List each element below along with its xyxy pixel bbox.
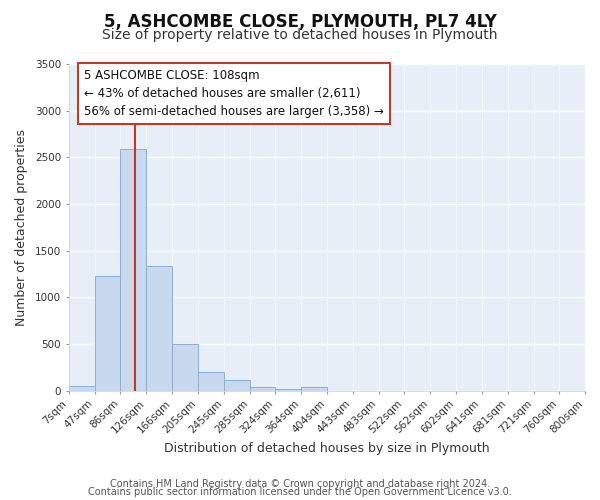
- Text: Contains HM Land Registry data © Crown copyright and database right 2024.: Contains HM Land Registry data © Crown c…: [110, 479, 490, 489]
- Bar: [198, 372, 224, 390]
- Bar: [301, 388, 327, 390]
- Text: 5 ASHCOMBE CLOSE: 108sqm
← 43% of detached houses are smaller (2,611)
56% of sem: 5 ASHCOMBE CLOSE: 108sqm ← 43% of detach…: [85, 69, 384, 118]
- Bar: [146, 266, 172, 390]
- Text: 5, ASHCOMBE CLOSE, PLYMOUTH, PL7 4LY: 5, ASHCOMBE CLOSE, PLYMOUTH, PL7 4LY: [104, 12, 496, 30]
- Bar: [120, 149, 146, 390]
- Y-axis label: Number of detached properties: Number of detached properties: [15, 129, 28, 326]
- Bar: [275, 389, 301, 390]
- Bar: [172, 344, 198, 391]
- Bar: [95, 276, 120, 390]
- Text: Contains public sector information licensed under the Open Government Licence v3: Contains public sector information licen…: [88, 487, 512, 497]
- X-axis label: Distribution of detached houses by size in Plymouth: Distribution of detached houses by size …: [164, 442, 490, 455]
- Bar: [250, 387, 275, 390]
- Bar: [69, 386, 95, 390]
- Bar: [224, 380, 250, 390]
- Text: Size of property relative to detached houses in Plymouth: Size of property relative to detached ho…: [102, 28, 498, 42]
